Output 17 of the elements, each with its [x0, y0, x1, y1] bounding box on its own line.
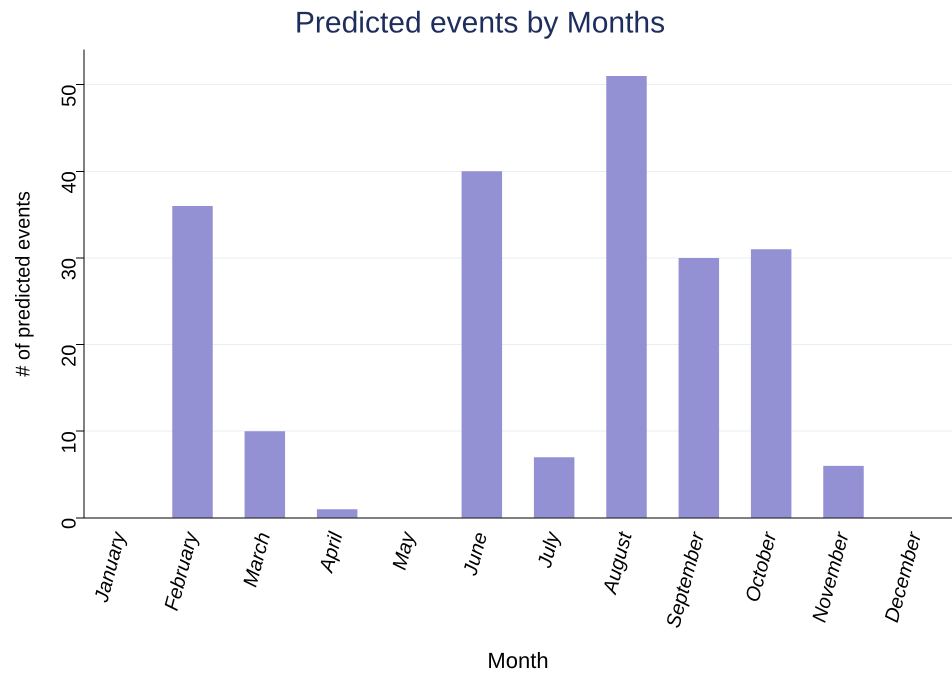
y-tick-label: 0 — [58, 518, 81, 530]
y-tick-label: 20 — [58, 344, 81, 367]
x-tick-label: May — [388, 529, 420, 572]
chart-title: Predicted events by Months — [294, 6, 666, 40]
x-tick-label: March — [239, 530, 276, 590]
y-axis-title: # of predicted events — [12, 191, 35, 377]
x-tick-label: October — [742, 528, 782, 604]
y-tick-label: 10 — [58, 431, 81, 454]
x-axis-title: Month — [487, 648, 549, 673]
y-tick-label: 40 — [58, 171, 81, 194]
x-tick-label: August — [599, 528, 638, 597]
x-tick-label: July — [534, 529, 565, 572]
y-tick-label: 30 — [58, 258, 81, 280]
y-tick-label: 50 — [58, 84, 81, 107]
x-tick-label: April — [316, 530, 348, 576]
x-tick-label: June — [459, 530, 492, 579]
x-tick-label: January — [90, 529, 131, 606]
